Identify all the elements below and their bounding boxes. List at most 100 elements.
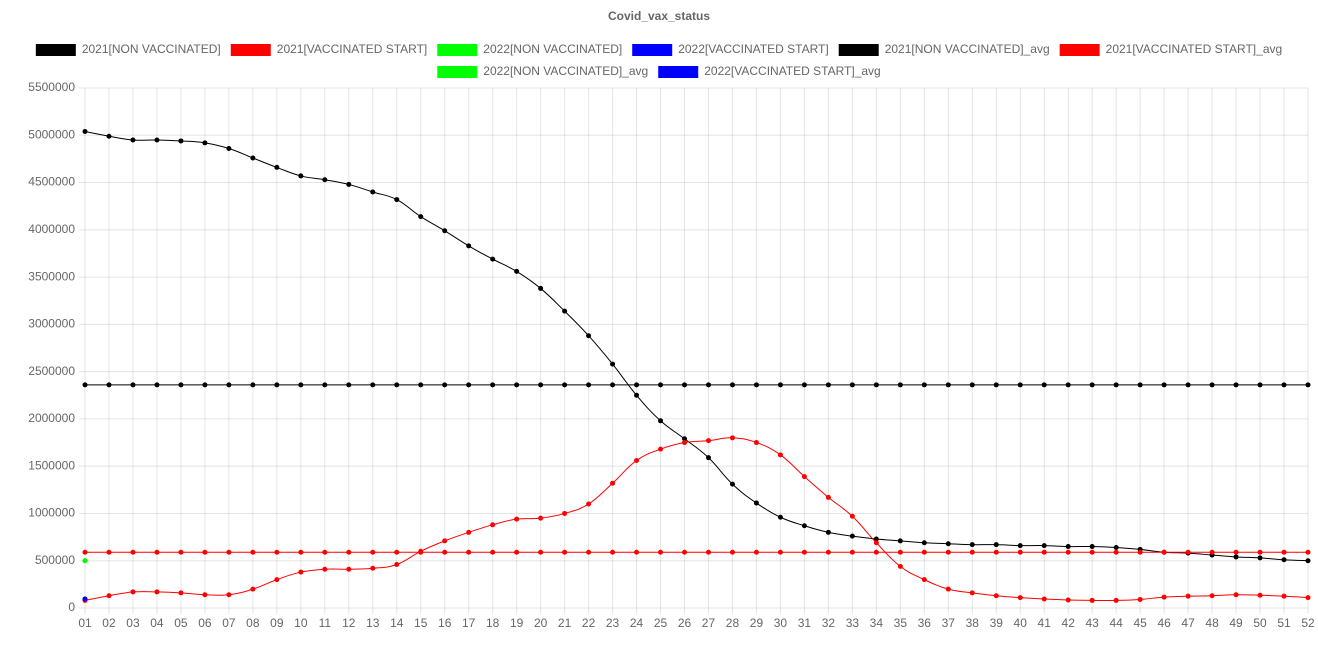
data-point bbox=[130, 589, 136, 595]
data-point bbox=[82, 596, 88, 602]
data-point bbox=[178, 382, 184, 388]
legend-item: 2022[NON VACCINATED] bbox=[437, 42, 622, 56]
data-point bbox=[538, 285, 544, 291]
data-point bbox=[1017, 549, 1023, 555]
data-point bbox=[106, 549, 112, 555]
data-point bbox=[1281, 382, 1287, 388]
data-point bbox=[1089, 597, 1095, 603]
legend-label: 2021[NON VACCINATED]_avg bbox=[885, 42, 1050, 56]
x-tick-label: 43 bbox=[1085, 616, 1099, 630]
x-tick-label: 14 bbox=[390, 616, 404, 630]
data-point bbox=[1137, 549, 1143, 555]
data-point bbox=[873, 549, 879, 555]
data-point bbox=[514, 268, 520, 274]
data-point bbox=[873, 536, 879, 542]
data-point bbox=[1041, 549, 1047, 555]
x-tick-label: 37 bbox=[942, 616, 956, 630]
x-tick-label: 02 bbox=[102, 616, 116, 630]
x-tick-label: 52 bbox=[1301, 616, 1315, 630]
data-point bbox=[945, 586, 951, 592]
y-tick-label: 0 bbox=[68, 600, 75, 614]
data-point bbox=[705, 438, 711, 444]
data-point bbox=[873, 382, 879, 388]
data-point bbox=[466, 549, 472, 555]
y-tick-label: 2500000 bbox=[28, 364, 75, 378]
data-point bbox=[154, 137, 160, 143]
data-point bbox=[154, 549, 160, 555]
data-point bbox=[634, 392, 640, 398]
data-point bbox=[634, 458, 640, 464]
legend-label: 2021[VACCINATED START]_avg bbox=[1106, 42, 1283, 56]
data-point bbox=[562, 510, 568, 516]
data-point bbox=[298, 549, 304, 555]
data-point bbox=[682, 549, 688, 555]
data-point bbox=[130, 137, 136, 143]
data-point bbox=[418, 214, 424, 220]
data-point bbox=[1257, 555, 1263, 561]
data-point bbox=[921, 549, 927, 555]
x-tick-label: 36 bbox=[918, 616, 932, 630]
data-point bbox=[106, 382, 112, 388]
legend-swatch bbox=[632, 44, 673, 56]
data-point bbox=[825, 529, 831, 535]
data-point bbox=[897, 382, 903, 388]
data-point bbox=[346, 566, 352, 572]
legend: 2021[NON VACCINATED] 2021[VACCINATED STAR… bbox=[35, 42, 1283, 78]
chart-title: Covid_vax_status bbox=[608, 9, 710, 23]
data-point bbox=[969, 590, 975, 596]
data-point bbox=[394, 549, 400, 555]
x-tick-label: 26 bbox=[678, 616, 692, 630]
data-point bbox=[777, 382, 783, 388]
x-tick-label: 28 bbox=[726, 616, 740, 630]
data-point bbox=[825, 494, 831, 500]
series-line bbox=[84, 437, 1309, 602]
data-point bbox=[178, 549, 184, 555]
data-point bbox=[1305, 382, 1311, 388]
x-tick-label: 38 bbox=[966, 616, 980, 630]
data-point bbox=[873, 540, 879, 546]
x-tick-label: 45 bbox=[1133, 616, 1147, 630]
data-point bbox=[490, 522, 496, 528]
data-point bbox=[586, 501, 592, 507]
data-point bbox=[274, 577, 280, 583]
x-tick-label: 31 bbox=[798, 616, 812, 630]
data-point bbox=[154, 382, 160, 388]
data-point bbox=[682, 436, 688, 442]
data-point bbox=[993, 549, 999, 555]
data-point bbox=[1281, 557, 1287, 563]
data-point bbox=[322, 566, 328, 572]
x-tick-label: 41 bbox=[1038, 616, 1052, 630]
x-tick-label: 27 bbox=[702, 616, 716, 630]
data-point bbox=[586, 333, 592, 339]
data-point bbox=[658, 418, 664, 424]
x-tick-label: 17 bbox=[462, 616, 476, 630]
data-point bbox=[274, 164, 280, 170]
x-tick-label: 49 bbox=[1229, 616, 1243, 630]
data-point bbox=[705, 382, 711, 388]
data-point bbox=[897, 549, 903, 555]
data-point bbox=[1065, 382, 1071, 388]
data-point bbox=[130, 382, 136, 388]
x-tick-label: 15 bbox=[414, 616, 428, 630]
data-point bbox=[586, 382, 592, 388]
data-point bbox=[777, 514, 783, 520]
data-point bbox=[945, 541, 951, 547]
data-point bbox=[538, 515, 544, 521]
data-point bbox=[202, 592, 208, 598]
x-tick-label: 20 bbox=[534, 616, 548, 630]
data-point bbox=[1161, 549, 1167, 555]
data-point bbox=[777, 549, 783, 555]
data-point bbox=[82, 382, 88, 388]
data-point bbox=[1161, 594, 1167, 600]
data-point bbox=[801, 474, 807, 480]
data-point bbox=[1209, 549, 1215, 555]
data-point bbox=[130, 549, 136, 555]
x-tick-label: 25 bbox=[654, 616, 668, 630]
data-point bbox=[322, 549, 328, 555]
data-point bbox=[1281, 549, 1287, 555]
data-point bbox=[897, 538, 903, 544]
data-point bbox=[346, 181, 352, 187]
data-point bbox=[370, 382, 376, 388]
y-tick-label: 500000 bbox=[35, 553, 75, 567]
legend-label: 2022[VACCINATED START]_avg bbox=[704, 64, 881, 78]
